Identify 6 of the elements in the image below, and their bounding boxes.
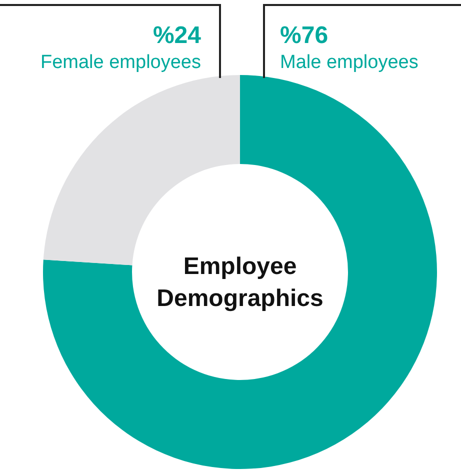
slice-label: Male employees [280,52,418,73]
text: Employee Demographics [156,253,324,312]
slice-label: Female employees [40,52,201,73]
data-label: %76 [280,22,328,49]
donut-slice [43,75,437,469]
data-label: %24 [152,22,202,49]
